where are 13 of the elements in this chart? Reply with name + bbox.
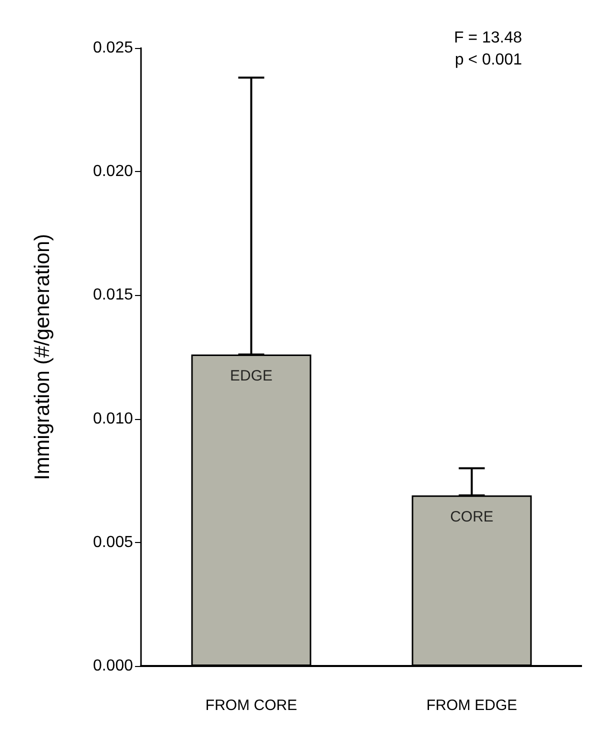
y-tick-label: 0.005 [92,534,134,551]
x-tick-label: FROM CORE [205,697,298,714]
text: F = 13.48 [454,30,522,46]
x-tick-label: FROM EDGE [426,697,518,714]
y-axis-title: Immigration (#/generation) [31,234,54,480]
y-tick-label: 0.025 [92,40,134,56]
y-tick-label: 0.000 [92,658,134,674]
annotation: EDGE [230,368,273,385]
annotation: p < 0.001 [454,52,522,68]
annotation: CORE [450,508,494,526]
y-tick-label: 0.020 [92,163,134,180]
y-tick-label: 0.015 [92,286,134,304]
y-tick-label: 0.010 [92,410,134,428]
